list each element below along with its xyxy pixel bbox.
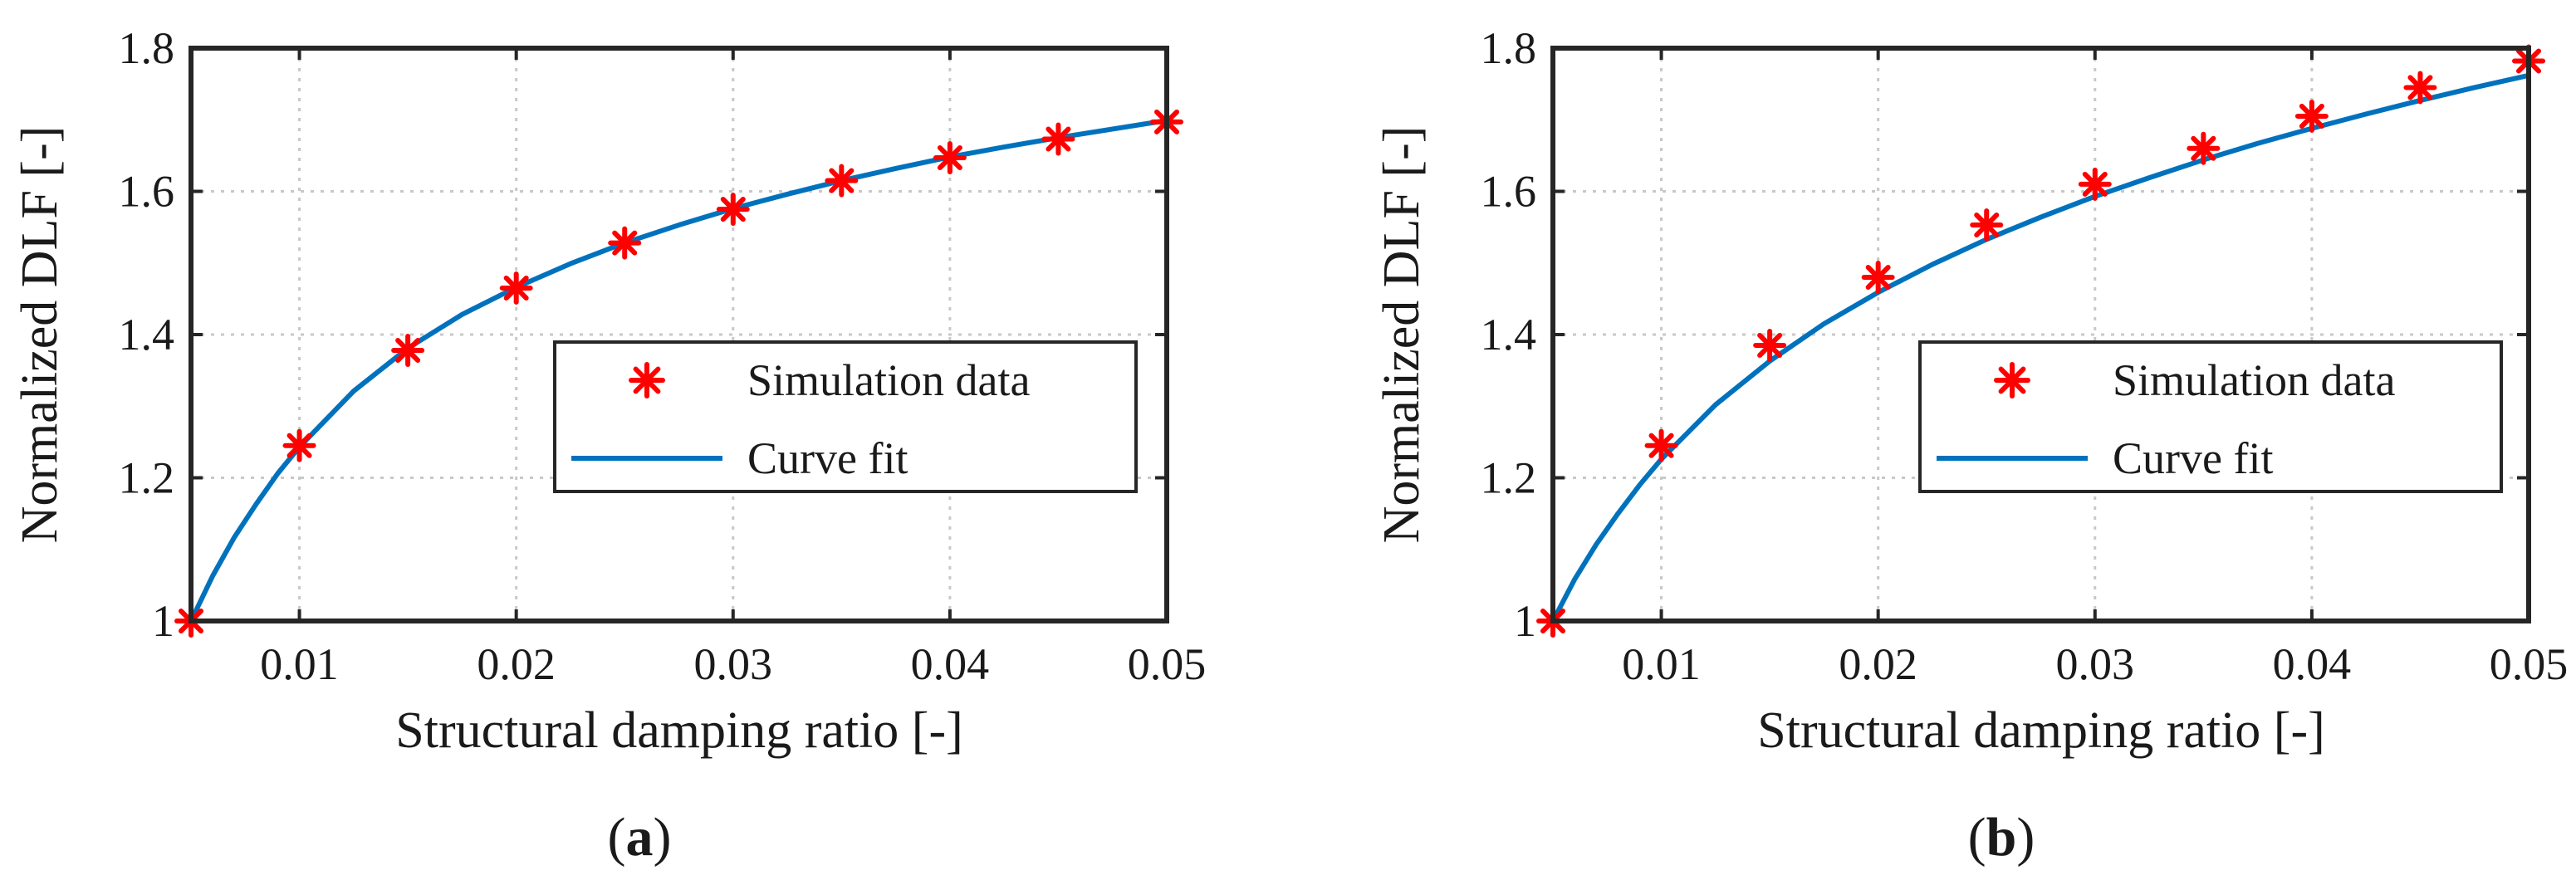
simulation-data-point bbox=[2294, 99, 2329, 133]
y-tick-label: 1.4 bbox=[1481, 310, 1537, 359]
legend-box bbox=[1918, 340, 2503, 493]
legend-asterisk-marker bbox=[629, 362, 665, 398]
simulation-data-series bbox=[174, 105, 1183, 638]
gridlines bbox=[191, 48, 1168, 621]
y-tick-label: 1.8 bbox=[1481, 23, 1537, 73]
simulation-data-point bbox=[1970, 208, 2004, 242]
simulation-data-point bbox=[608, 226, 642, 260]
axis-ticks bbox=[191, 46, 1168, 623]
y-tick-label: 1 bbox=[1514, 596, 1536, 646]
x-tick-label: 0.01 bbox=[1622, 639, 1701, 689]
y-tick-label: 1.6 bbox=[119, 167, 175, 217]
x-tick-label: 0.01 bbox=[260, 639, 339, 689]
x-tick-label: 0.05 bbox=[2490, 639, 2569, 689]
x-tick-label: 0.02 bbox=[1839, 639, 1917, 689]
panel-caption: (a) bbox=[608, 807, 672, 868]
legend: Simulation data Curve fit bbox=[553, 340, 1138, 493]
legend: Simulation data Curve fit bbox=[1918, 340, 2503, 493]
panel-caption: (b) bbox=[1968, 807, 2035, 868]
legend-simulation-marker bbox=[629, 362, 665, 398]
y-tick-label: 1.4 bbox=[119, 310, 175, 359]
curve-fit-line bbox=[189, 118, 1168, 623]
tick-labels: 0.01 0.02 0.03 0.04 0.05 1 1.2 1.4 1.6 1.8 bbox=[119, 23, 1207, 689]
simulation-data-point bbox=[1644, 428, 1678, 462]
y-axis-label: Normalized DLF [-] bbox=[12, 126, 68, 544]
x-tick-label: 0.04 bbox=[2273, 639, 2352, 689]
panel-caption-letter: b bbox=[1986, 807, 2017, 868]
simulation-data-point bbox=[825, 164, 859, 198]
y-axis-label: Normalized DLF [-] bbox=[1374, 126, 1430, 544]
x-axis-label: Structural damping ratio [-] bbox=[1757, 702, 2325, 759]
y-tick-label: 1.8 bbox=[119, 23, 175, 73]
legend-simulation-label: Simulation data bbox=[747, 355, 1030, 405]
simulation-data-point bbox=[391, 333, 425, 367]
simulation-data-point bbox=[1041, 122, 1075, 156]
y-tick-label: 1.2 bbox=[1481, 453, 1537, 503]
simulation-data-point bbox=[499, 271, 533, 305]
axis-ticks bbox=[1553, 46, 2530, 623]
panel-caption-letter: a bbox=[626, 807, 654, 868]
simulation-data-point bbox=[2403, 71, 2437, 105]
y-tick-label: 1.2 bbox=[119, 453, 175, 503]
curve-fit-series bbox=[1550, 72, 2529, 623]
legend-curve-fit-label: Curve fit bbox=[747, 433, 908, 483]
simulation-data-point bbox=[1753, 328, 1787, 362]
x-tick-label: 0.05 bbox=[1128, 639, 1207, 689]
simulation-data-point bbox=[716, 193, 750, 227]
curve-fit-series bbox=[189, 118, 1168, 623]
x-tick-label: 0.03 bbox=[2056, 639, 2135, 689]
tick-labels: 0.01 0.02 0.03 0.04 0.05 1 1.2 1.4 1.6 1.8 bbox=[1481, 23, 2569, 689]
simulation-data-point bbox=[933, 140, 967, 174]
simulation-data-point bbox=[282, 428, 316, 462]
curve-fit-line bbox=[1550, 72, 2529, 623]
y-tick-label: 1.6 bbox=[1481, 167, 1537, 217]
x-tick-label: 0.02 bbox=[477, 639, 556, 689]
simulation-data-point bbox=[2187, 131, 2221, 165]
chart-panel-b: 0.01 0.02 0.03 0.04 0.05 1 1.2 1.4 1.6 1.8 Struct… bbox=[1374, 23, 2568, 868]
legend-simulation-marker bbox=[1994, 362, 2030, 398]
gridlines bbox=[1553, 48, 2530, 621]
y-tick-label: 1 bbox=[152, 596, 174, 646]
simulation-data-point bbox=[1861, 261, 1895, 294]
legend-curve-fit-label: Curve fit bbox=[2113, 433, 2273, 483]
x-tick-label: 0.04 bbox=[911, 639, 990, 689]
legend-simulation-label: Simulation data bbox=[2113, 355, 2395, 405]
x-tick-label: 0.03 bbox=[694, 639, 773, 689]
x-axis-label: Structural damping ratio [-] bbox=[395, 702, 963, 759]
simulation-data-point bbox=[2078, 167, 2112, 201]
legend-box bbox=[553, 340, 1138, 493]
chart-panel-a: 0.01 0.02 0.03 0.04 0.05 1 1.2 1.4 1.6 1.8 Struct… bbox=[12, 23, 1206, 868]
legend-asterisk-marker bbox=[1994, 362, 2030, 398]
